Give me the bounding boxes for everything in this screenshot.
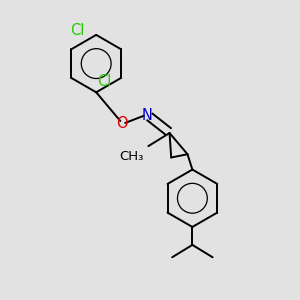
- Text: N: N: [141, 108, 152, 123]
- Text: Cl: Cl: [97, 74, 111, 89]
- Text: Cl: Cl: [70, 23, 84, 38]
- Text: O: O: [116, 116, 128, 131]
- Text: CH₃: CH₃: [119, 150, 143, 163]
